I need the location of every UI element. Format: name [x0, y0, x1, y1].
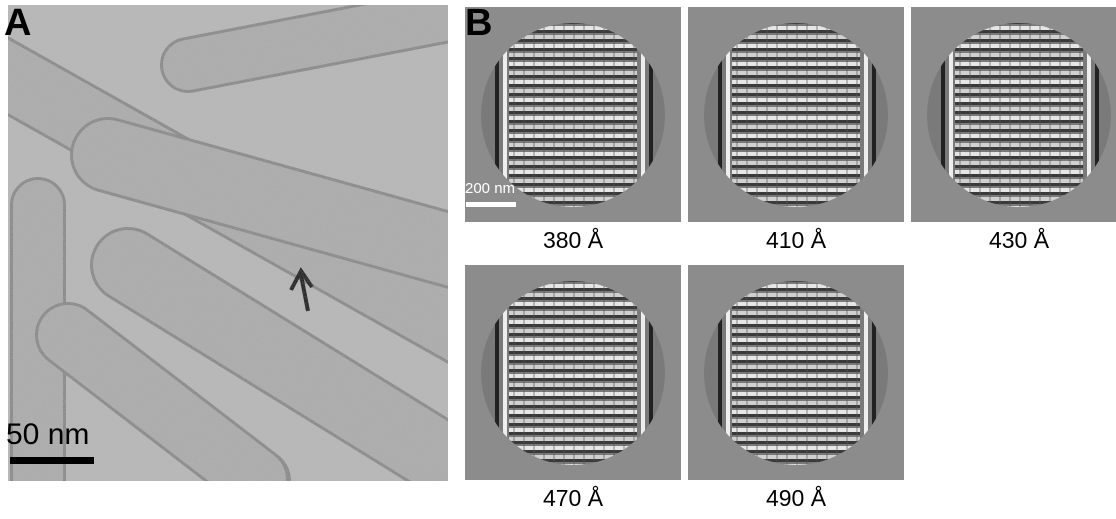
micrograph-image [8, 5, 448, 481]
scale-bar [10, 457, 94, 464]
scale-bar-label: 50 nm [6, 418, 90, 451]
scale-bar-label-b: 200 nm [465, 180, 516, 197]
tile-caption: 470 Å [542, 485, 604, 511]
reconstruction-image [688, 7, 904, 222]
tile-caption: 430 Å [988, 227, 1050, 253]
reconstruction-image [465, 265, 681, 480]
tile-caption: 380 Å [542, 227, 604, 253]
tile-caption: 410 Å [765, 227, 827, 253]
tile-caption: 490 Å [765, 485, 827, 511]
reconstruction-image [688, 265, 904, 480]
panel-a-label: A [4, 2, 32, 44]
panel-b-label: B [465, 2, 493, 44]
reconstruction-image [911, 7, 1116, 222]
scale-bar-b [466, 202, 516, 207]
reconstruction-image [465, 7, 681, 222]
micrograph-panel-a [8, 5, 448, 481]
